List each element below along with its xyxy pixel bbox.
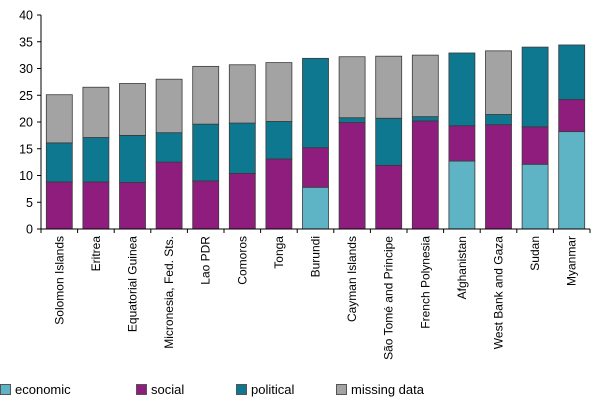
bar-segment-social <box>119 182 146 230</box>
bar-area <box>45 44 586 230</box>
bar-segment-social <box>192 180 220 230</box>
bar-segment-missing-data <box>228 64 256 124</box>
bar-segment-social <box>302 147 329 188</box>
bar-segment-political <box>228 122 256 174</box>
bar-segment-political <box>558 44 586 100</box>
bar-segment-political <box>411 116 439 122</box>
y-axis: 0 5 10 15 20 25 30 35 40 <box>19 9 42 237</box>
bar-segment-political <box>485 114 512 126</box>
x-category-label: Myanmar <box>565 236 579 286</box>
x-axis: Solomon Islands Eritrea Equatorial Guinea M… <box>40 228 591 360</box>
bar-segment-economic <box>558 131 586 230</box>
legend-label: political <box>251 381 295 397</box>
legend-item-economic: economic <box>0 380 71 398</box>
x-category-label: Comoros <box>235 236 249 285</box>
x-category-label: Cayman Islands <box>345 236 359 322</box>
y-tick-label: 0 <box>26 223 33 237</box>
x-category-label: Solomon Islands <box>52 236 66 325</box>
bar-segment-social <box>411 120 439 230</box>
y-tick-label: 5 <box>26 196 33 210</box>
bar-segment-missing-data <box>265 62 293 122</box>
x-category-label: Eritrea <box>89 236 103 272</box>
legend-item-missing-data: missing data <box>336 380 424 398</box>
legend-swatch <box>136 383 147 395</box>
y-tick-label: 35 <box>19 35 33 49</box>
x-category-label: Afghanistan <box>455 236 469 299</box>
bar-segment-political <box>448 52 476 127</box>
bar-segment-missing-data <box>119 83 146 136</box>
x-category-label: French Polynesia <box>418 236 432 329</box>
bar-segment-social <box>375 164 403 230</box>
bar-segment-missing-data <box>82 86 110 138</box>
x-category-label: Micronesia, Fed. Sts. <box>162 236 176 349</box>
legend-label: economic <box>15 381 71 397</box>
bar-segment-social <box>228 172 256 230</box>
bar-segment-social <box>155 161 183 230</box>
y-tick-label: 20 <box>19 116 33 130</box>
legend-label: missing data <box>351 381 424 397</box>
bar-segment-political <box>302 57 329 149</box>
bar-segment-social <box>338 122 366 230</box>
bar-segment-political <box>155 132 183 163</box>
x-category-label: West Bank and Gaza <box>492 236 506 350</box>
bar-segment-political <box>82 137 110 183</box>
x-category-label: Burundi <box>309 236 323 277</box>
x-category-label: Equatorial Guinea <box>126 236 140 332</box>
stacked-bar-chart: 0 5 10 15 20 25 30 35 40 Solomon Islands Eritrea E… <box>19 9 591 360</box>
legend-item-social: social <box>136 380 184 398</box>
x-category-label: Sudan <box>528 236 542 271</box>
bar-segment-missing-data <box>338 56 366 119</box>
bar-segment-social <box>558 99 586 133</box>
legend-swatch <box>0 383 11 395</box>
bar-segment-missing-data <box>155 78 183 134</box>
legend: economic social political missing data <box>0 380 592 400</box>
bar-segment-political <box>375 117 403 166</box>
bar-segment-economic <box>521 163 549 230</box>
bar-segment-social <box>45 181 73 230</box>
y-tick-label: 15 <box>19 142 33 156</box>
bar-segment-social <box>521 126 549 165</box>
legend-swatch <box>336 383 347 395</box>
bar-segment-social <box>82 181 110 230</box>
y-tick-label: 30 <box>19 62 33 76</box>
bar-segment-missing-data <box>411 54 439 118</box>
bar-segment-social <box>265 158 293 230</box>
bar-segment-political <box>45 142 73 183</box>
bar-segment-political <box>265 121 293 160</box>
bar-segment-missing-data <box>192 65 220 125</box>
bar-segment-economic <box>448 160 476 230</box>
bar-segment-missing-data <box>375 55 403 119</box>
bar-segment-political <box>192 123 220 182</box>
bar-segment-social <box>448 125 476 162</box>
x-category-label: Tonga <box>272 236 286 269</box>
bar-segment-political <box>521 46 549 128</box>
bar-segment-political <box>338 117 366 123</box>
x-category-label: São Tomé and Principe <box>382 236 396 360</box>
y-tick-label: 10 <box>19 169 33 183</box>
bar-segment-political <box>119 134 146 183</box>
y-tick-label: 40 <box>19 9 33 23</box>
legend-item-political: political <box>236 380 294 398</box>
legend-label: social <box>151 381 185 397</box>
bar-segment-missing-data <box>45 94 73 144</box>
bar-segment-social <box>485 124 512 230</box>
x-category-label: Lao PDR <box>199 236 213 285</box>
legend-swatch <box>236 383 247 395</box>
bar-segment-economic <box>302 186 329 230</box>
bar-segment-missing-data <box>485 50 512 115</box>
y-tick-label: 25 <box>19 89 33 103</box>
